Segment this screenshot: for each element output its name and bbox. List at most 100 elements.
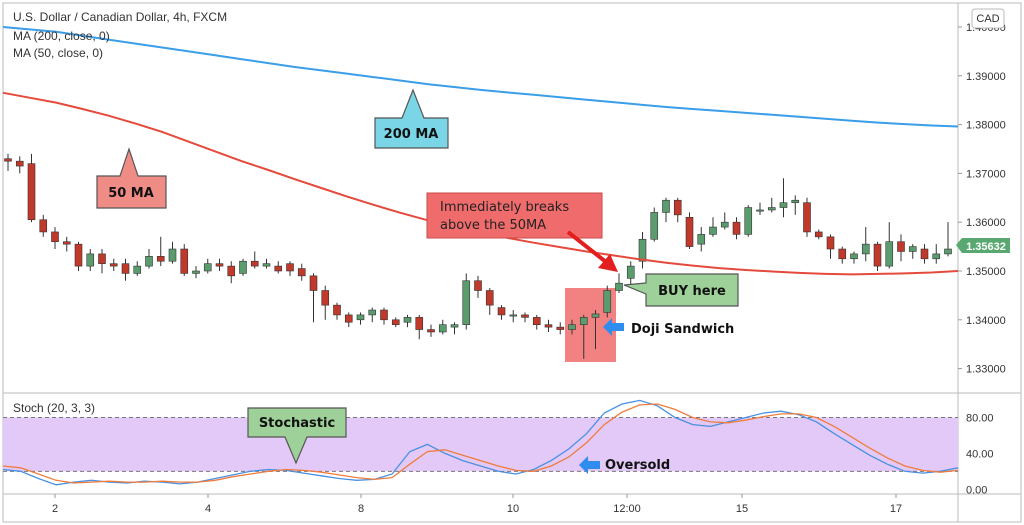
candle-body xyxy=(803,202,811,233)
ma50-callout-label: 50 MA xyxy=(108,186,154,201)
candle-body xyxy=(62,241,71,245)
candle-body xyxy=(861,243,870,255)
candle-body xyxy=(474,280,482,291)
candle-body xyxy=(438,324,447,333)
price-tick-label: 1.36000 xyxy=(966,217,1006,229)
candle-body xyxy=(380,309,388,321)
candle-body xyxy=(873,243,882,267)
candle-body xyxy=(391,319,400,325)
candle-body xyxy=(274,265,283,272)
candle-body xyxy=(286,263,294,272)
breaks-arrow-head xyxy=(598,254,618,272)
candle-body xyxy=(145,256,153,267)
breaks-note-box xyxy=(426,192,603,239)
candle-body xyxy=(685,217,694,247)
breaks-note-line-2: above the 50MA xyxy=(440,218,546,233)
last-price-label: 1.35632 xyxy=(966,241,1006,253)
candle-body xyxy=(403,317,412,323)
candle-body xyxy=(626,265,635,279)
time-tick-label: 10 xyxy=(507,503,519,515)
ma200-legend: MA (200, close, 0) xyxy=(13,29,110,43)
time-tick-label: 12:00 xyxy=(613,503,641,515)
candle-body xyxy=(427,329,435,333)
stoch-tick-label: 40.00 xyxy=(966,448,994,460)
candle-body xyxy=(650,212,659,240)
ma200-line xyxy=(2,26,959,128)
doji-arrow-icon xyxy=(603,318,624,336)
buy-callout xyxy=(623,273,739,307)
candle-body xyxy=(709,226,717,235)
ma50-callout xyxy=(96,147,167,209)
ma200-callout-label: 200 MA xyxy=(384,127,439,142)
candle-body xyxy=(485,290,494,306)
candle-body xyxy=(321,290,330,306)
candle-body xyxy=(344,314,353,323)
candle-body xyxy=(156,256,165,262)
candle-body xyxy=(86,253,95,267)
time-axis: 2 4 8 10 12:00 15 17 xyxy=(52,494,902,515)
candle-body xyxy=(638,238,647,262)
candle-body xyxy=(850,253,858,260)
candle-body xyxy=(720,221,729,228)
candle-body xyxy=(908,246,917,252)
candle-body xyxy=(662,199,670,213)
candle-body xyxy=(133,265,142,274)
price-tick-label: 1.34000 xyxy=(966,315,1006,327)
candle-body xyxy=(673,199,682,216)
candle-body xyxy=(568,324,576,330)
candle-body xyxy=(521,314,529,318)
candle-body xyxy=(309,275,318,291)
currency-button-label: CAD xyxy=(976,13,999,25)
candle-body xyxy=(462,280,471,325)
candle-body xyxy=(579,317,588,325)
stoch-band xyxy=(3,417,958,472)
stochastic-callout xyxy=(247,407,347,465)
candle-body xyxy=(227,265,236,277)
breaks-note-line-1: Immediately breaks xyxy=(440,200,569,215)
candle-body xyxy=(215,263,224,267)
candle-body xyxy=(168,248,177,262)
oversold-arrow-icon xyxy=(579,456,600,474)
candle-body xyxy=(697,234,706,245)
chart-title: U.S. Dollar / Canadian Dollar, 4h, FXCM xyxy=(13,10,227,24)
candle-body xyxy=(121,263,130,274)
stoch-d-line xyxy=(2,403,959,484)
candle-body xyxy=(262,263,271,267)
candle-body xyxy=(415,317,424,330)
candle-body xyxy=(885,241,894,267)
candle-body xyxy=(297,268,306,277)
stoch-axis: 80.00 40.00 0.00 xyxy=(966,412,994,496)
candle-body xyxy=(39,219,48,233)
candle-body xyxy=(544,324,553,328)
candle-body xyxy=(109,263,118,267)
candle-body xyxy=(603,290,612,313)
candle-body xyxy=(250,260,259,267)
candle-body xyxy=(756,209,764,212)
candle-body xyxy=(744,207,753,235)
candle-body xyxy=(180,248,189,274)
stoch-tick-label: 0.00 xyxy=(966,484,987,496)
candle-body xyxy=(838,248,847,260)
time-tick-label: 2 xyxy=(52,503,58,515)
candle-body xyxy=(767,207,776,211)
stoch-k-line xyxy=(2,399,959,486)
candle-body xyxy=(368,309,377,316)
candle-body xyxy=(532,317,541,325)
candle-body xyxy=(791,199,800,203)
stoch-tick-label: 80.00 xyxy=(966,412,994,424)
time-tick-label: 15 xyxy=(736,503,748,515)
currency-button[interactable] xyxy=(971,8,1005,29)
time-tick-label: 8 xyxy=(358,503,364,515)
candle-body xyxy=(333,304,341,316)
ma200-callout xyxy=(374,88,449,149)
candle-body xyxy=(74,243,83,267)
time-tick-label: 17 xyxy=(890,503,902,515)
candle-body xyxy=(591,313,600,318)
candle-body xyxy=(897,241,905,252)
candle-body xyxy=(556,326,565,330)
price-tick-label: 1.38000 xyxy=(966,120,1006,132)
candles-group xyxy=(4,153,952,359)
doji-label: Doji Sandwich xyxy=(631,322,734,337)
